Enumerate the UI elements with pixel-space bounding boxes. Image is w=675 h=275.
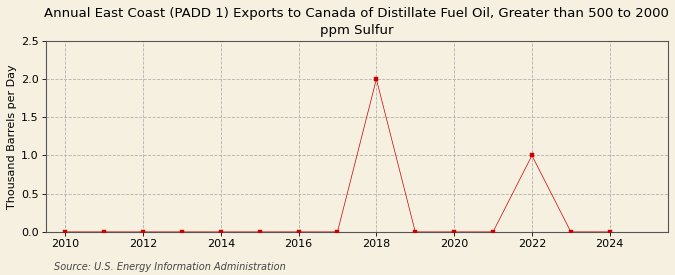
- Text: Source: U.S. Energy Information Administration: Source: U.S. Energy Information Administ…: [54, 262, 286, 272]
- Y-axis label: Thousand Barrels per Day: Thousand Barrels per Day: [7, 64, 17, 209]
- Title: Annual East Coast (PADD 1) Exports to Canada of Distillate Fuel Oil, Greater tha: Annual East Coast (PADD 1) Exports to Ca…: [45, 7, 670, 37]
